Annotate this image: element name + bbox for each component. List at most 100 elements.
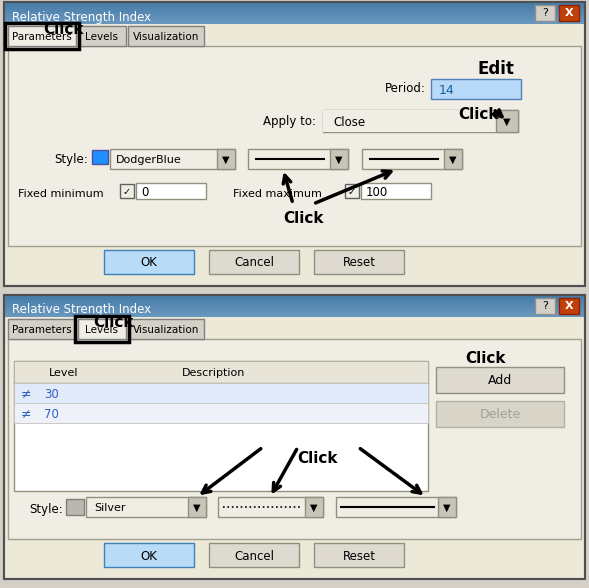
Text: ?: ? xyxy=(542,301,548,311)
Text: 70: 70 xyxy=(44,407,59,420)
Bar xyxy=(4,299,585,300)
Bar xyxy=(4,6,585,7)
Bar xyxy=(4,21,585,22)
Text: 0: 0 xyxy=(141,185,148,199)
Text: Visualization: Visualization xyxy=(133,325,199,335)
Bar xyxy=(75,316,129,342)
Bar xyxy=(4,17,585,18)
Bar xyxy=(4,310,585,311)
Text: Cancel: Cancel xyxy=(234,256,274,269)
Bar xyxy=(120,184,134,198)
Bar xyxy=(314,250,404,274)
Text: ▼: ▼ xyxy=(335,155,343,165)
Bar xyxy=(431,79,521,99)
Bar xyxy=(128,319,204,339)
Bar xyxy=(4,315,585,316)
Text: Level: Level xyxy=(49,368,79,378)
Bar xyxy=(444,149,462,169)
Bar xyxy=(4,295,585,579)
Bar xyxy=(4,12,585,13)
Bar xyxy=(8,319,76,339)
Text: DodgerBlue: DodgerBlue xyxy=(116,155,182,165)
Text: Silver: Silver xyxy=(94,503,125,513)
Text: Add: Add xyxy=(488,375,512,387)
Text: Delete: Delete xyxy=(479,409,521,422)
Bar xyxy=(5,23,79,49)
Bar xyxy=(436,401,564,427)
Text: ?: ? xyxy=(542,8,548,18)
Text: 100: 100 xyxy=(366,185,388,199)
Bar xyxy=(128,26,204,46)
Text: Click: Click xyxy=(298,451,338,466)
Bar xyxy=(4,303,585,304)
Bar xyxy=(336,497,456,517)
Bar xyxy=(14,403,428,423)
Bar xyxy=(78,26,126,46)
Bar xyxy=(4,8,585,9)
Text: Parameters: Parameters xyxy=(12,325,72,335)
Bar xyxy=(4,304,585,305)
Bar xyxy=(78,319,126,339)
Bar xyxy=(4,300,585,301)
Bar xyxy=(104,250,194,274)
Text: Style:: Style: xyxy=(29,503,63,516)
Text: Click: Click xyxy=(466,351,507,366)
Bar xyxy=(8,26,76,46)
Bar xyxy=(14,361,428,491)
Bar xyxy=(559,5,579,21)
Text: Fixed maximum: Fixed maximum xyxy=(233,189,322,199)
Bar xyxy=(4,2,585,286)
Bar xyxy=(8,339,581,539)
Bar xyxy=(4,2,585,286)
Text: Click: Click xyxy=(44,22,84,37)
Bar xyxy=(4,2,585,3)
Bar xyxy=(4,9,585,10)
Bar xyxy=(104,543,194,567)
Bar xyxy=(4,297,585,298)
Bar xyxy=(4,18,585,19)
Bar xyxy=(323,110,518,132)
Bar xyxy=(209,543,299,567)
Text: Close: Close xyxy=(333,115,365,129)
Bar xyxy=(496,110,518,132)
Bar xyxy=(559,298,579,314)
Text: 14: 14 xyxy=(439,83,455,96)
Text: ▼: ▼ xyxy=(503,117,511,127)
Text: Levels: Levels xyxy=(85,32,118,42)
Text: X: X xyxy=(565,301,573,311)
Text: ≠: ≠ xyxy=(21,407,31,420)
Bar xyxy=(110,149,235,169)
Bar xyxy=(4,3,585,4)
Bar xyxy=(4,13,585,14)
Bar xyxy=(4,307,585,308)
Bar xyxy=(8,46,581,246)
Text: OK: OK xyxy=(141,256,157,269)
Bar xyxy=(362,149,462,169)
Bar xyxy=(188,497,206,517)
Bar xyxy=(4,19,585,20)
Bar xyxy=(4,295,585,296)
Bar xyxy=(4,23,585,24)
Text: Edit: Edit xyxy=(478,60,514,78)
Text: ▼: ▼ xyxy=(310,503,317,513)
Bar xyxy=(218,497,323,517)
Text: Visualization: Visualization xyxy=(133,32,199,42)
Text: 30: 30 xyxy=(44,387,59,400)
Text: Relative Strength Index: Relative Strength Index xyxy=(12,303,151,316)
Text: Fixed minimum: Fixed minimum xyxy=(18,189,104,199)
Text: ✓: ✓ xyxy=(348,187,356,197)
Text: Parameters: Parameters xyxy=(12,32,72,42)
Bar xyxy=(4,311,585,312)
Bar xyxy=(86,497,206,517)
Bar xyxy=(4,314,585,315)
Bar xyxy=(4,16,585,17)
Bar xyxy=(4,298,585,299)
Text: ≠: ≠ xyxy=(21,387,31,400)
Bar xyxy=(4,302,585,303)
Bar xyxy=(92,150,108,164)
Bar xyxy=(4,296,585,297)
Text: ▼: ▼ xyxy=(193,503,201,513)
Bar xyxy=(535,5,555,21)
Text: Click: Click xyxy=(283,211,323,226)
Bar xyxy=(4,305,585,306)
